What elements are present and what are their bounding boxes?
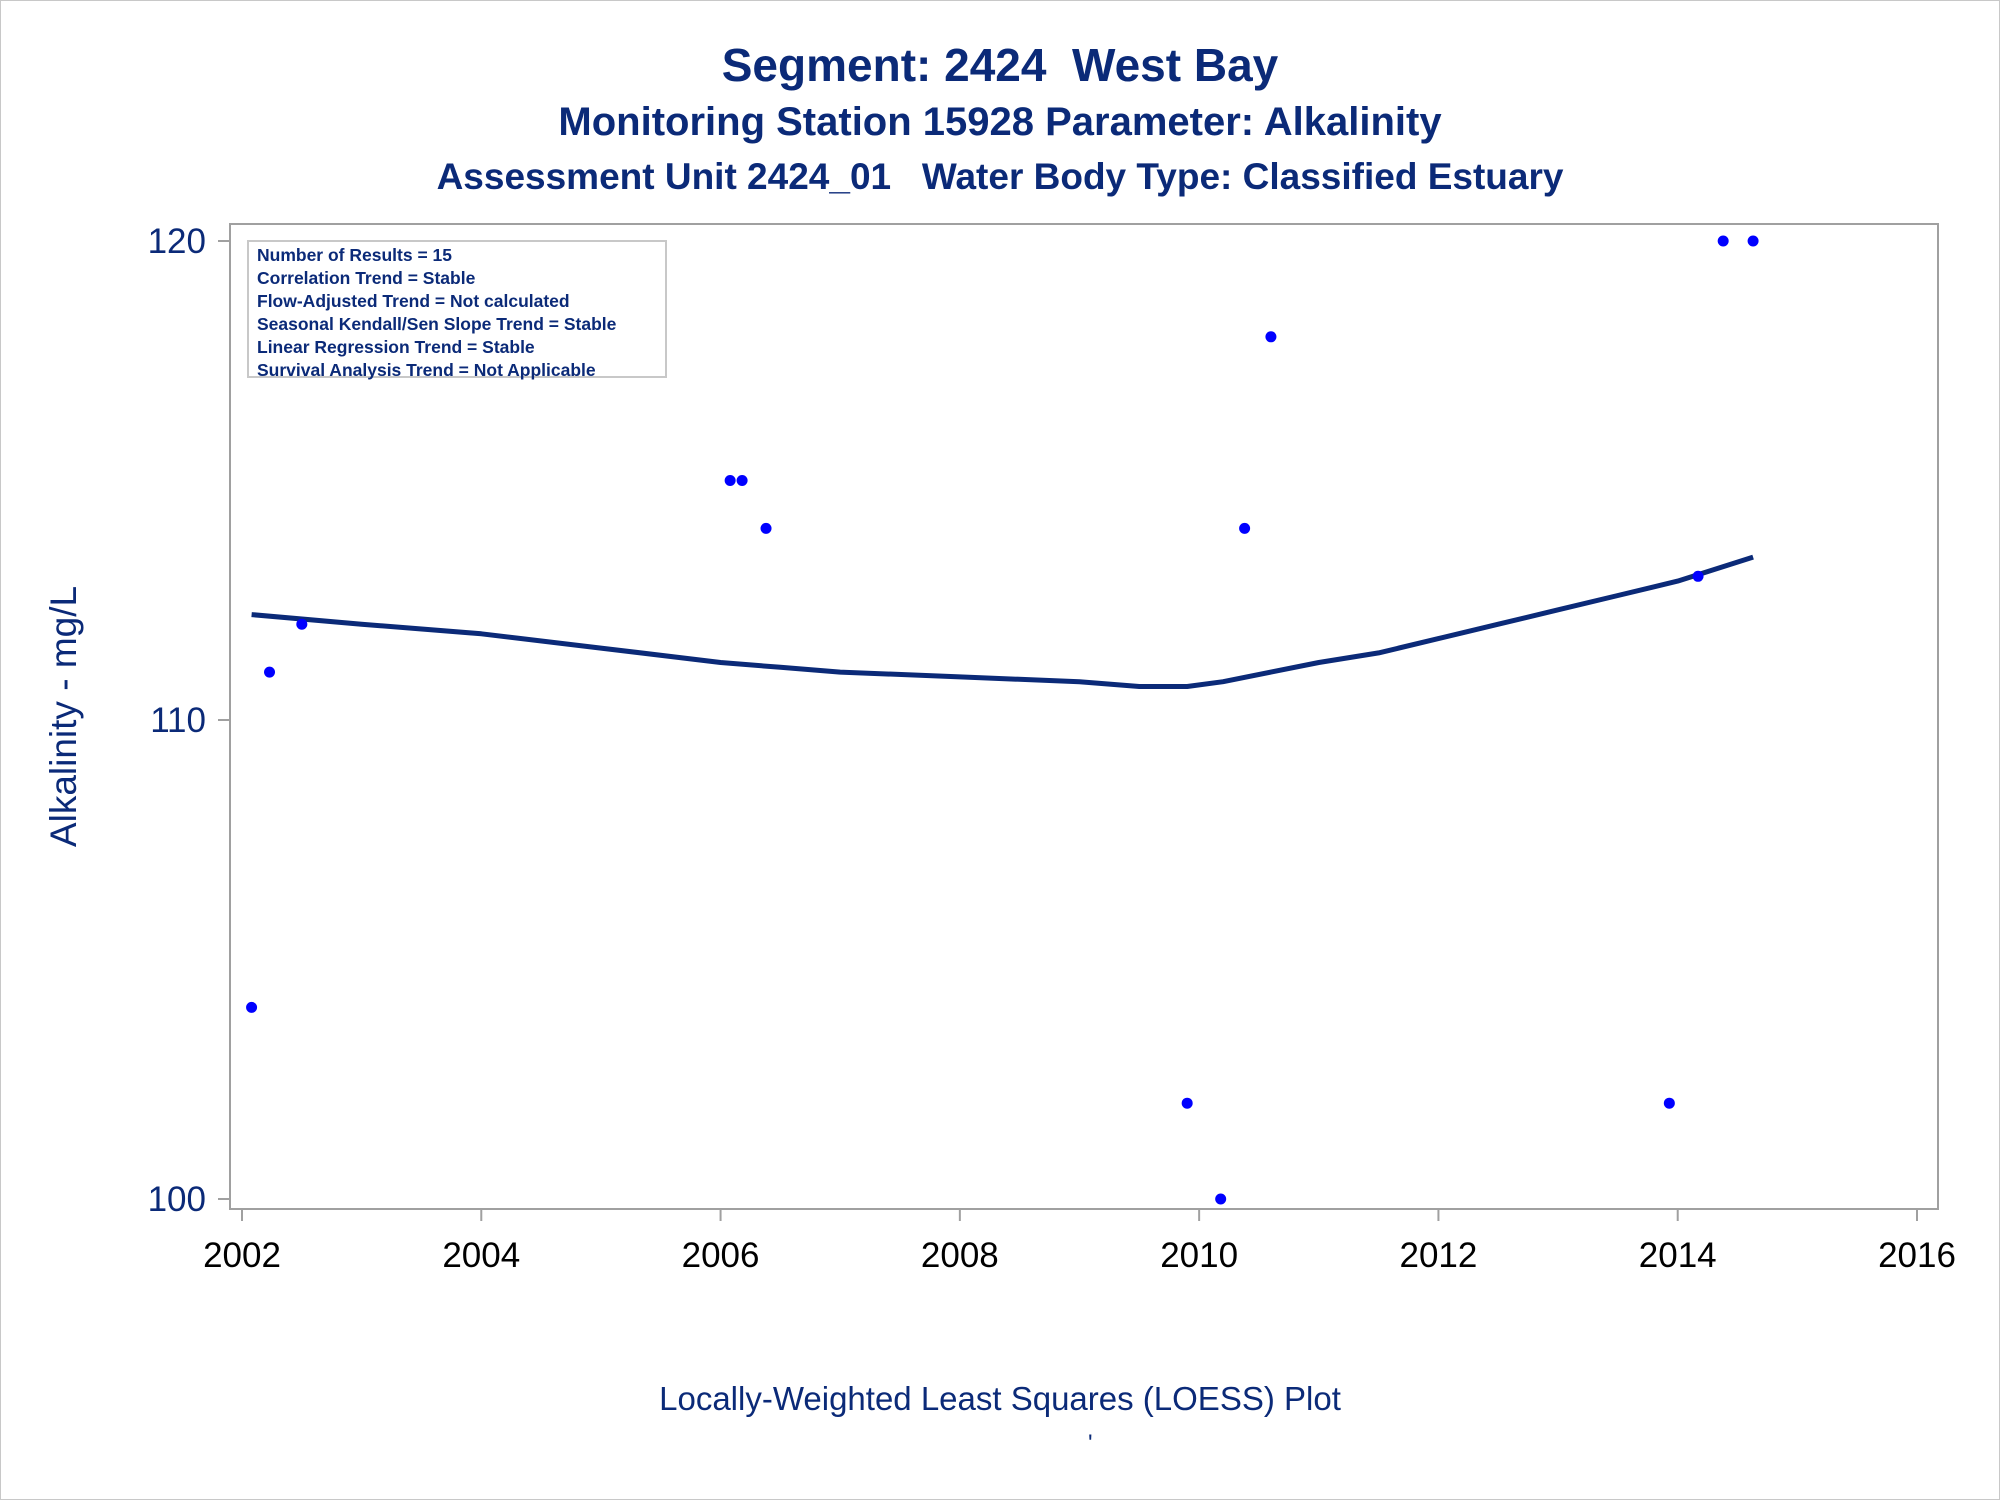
stat-seasonal-kendall-trend: Seasonal Kendall/Sen Slope Trend = Stabl… bbox=[257, 314, 617, 334]
data-point bbox=[1181, 1097, 1193, 1109]
data-point bbox=[724, 475, 736, 486]
data-point bbox=[246, 1001, 258, 1013]
x-tick-label-2016: 2016 bbox=[1878, 1236, 1956, 1275]
data-point bbox=[1692, 570, 1704, 582]
x-tick-label-2002: 2002 bbox=[203, 1236, 281, 1275]
loess-line bbox=[251, 554, 1754, 689]
chart-title: Segment: 2424 West Bay bbox=[721, 39, 1279, 91]
stat-flow-adjusted-trend: Flow-Adjusted Trend = Not calculated bbox=[257, 291, 570, 311]
plot-footnote: Locally-Weighted Least Squares (LOESS) P… bbox=[659, 1380, 1341, 1417]
y-tick-label-110: 110 bbox=[150, 701, 206, 740]
data-point bbox=[1215, 1193, 1227, 1205]
x-tick-label-2008: 2008 bbox=[921, 1236, 999, 1275]
y-axis-label: Alkalinity - mg/L bbox=[43, 586, 84, 847]
footnote-mark: ' bbox=[1088, 1430, 1093, 1457]
data-point bbox=[1717, 235, 1729, 247]
y-tick-label-100: 100 bbox=[148, 1180, 206, 1219]
statistics-box: Number of Results = 15 Correlation Trend… bbox=[247, 240, 667, 380]
data-point bbox=[1239, 522, 1251, 534]
x-tick-label-2010: 2010 bbox=[1160, 1236, 1238, 1275]
plot-area-border bbox=[229, 223, 1939, 1210]
x-tick-label-2012: 2012 bbox=[1399, 1236, 1477, 1275]
x-tick-label-2006: 2006 bbox=[682, 1236, 760, 1275]
chart-subtitle-station: Monitoring Station 15928 Parameter: Alka… bbox=[558, 100, 1442, 144]
x-tick-label-2014: 2014 bbox=[1639, 1236, 1717, 1275]
data-point bbox=[1663, 1097, 1675, 1109]
stat-correlation-trend: Correlation Trend = Stable bbox=[257, 268, 476, 288]
data-point bbox=[1747, 235, 1759, 247]
data-point bbox=[760, 522, 772, 534]
data-point bbox=[264, 666, 276, 678]
data-point bbox=[1265, 331, 1277, 343]
chart-subtitle-assessment: Assessment Unit 2424_01 Water Body Type:… bbox=[436, 156, 1564, 197]
stat-survival-analysis-trend: Survival Analysis Trend = Not Applicable bbox=[257, 360, 596, 380]
y-tick-label-120: 120 bbox=[148, 222, 206, 261]
stat-number-of-results: Number of Results = 15 bbox=[257, 245, 452, 265]
x-tick-label-2004: 2004 bbox=[442, 1236, 520, 1275]
data-point bbox=[736, 475, 748, 486]
data-point bbox=[296, 618, 308, 630]
stat-linear-regression-trend: Linear Regression Trend = Stable bbox=[257, 337, 535, 357]
